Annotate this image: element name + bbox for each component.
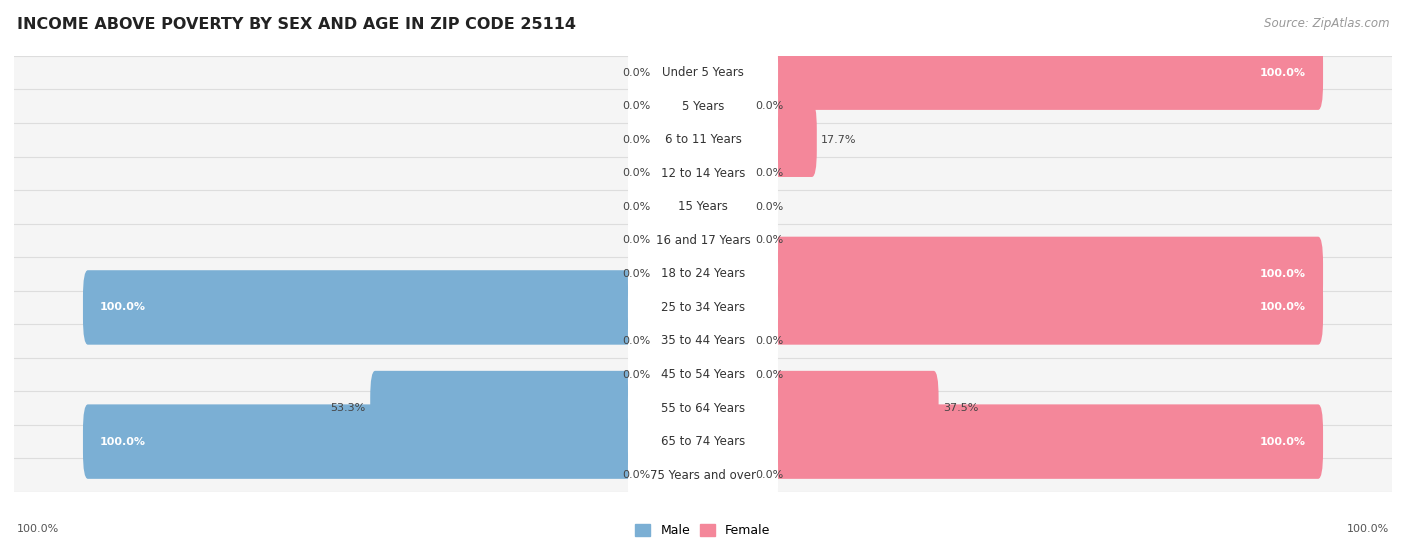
Text: 15 Years: 15 Years [678,200,728,214]
FancyBboxPatch shape [655,337,709,412]
FancyBboxPatch shape [628,158,778,256]
Text: 65 to 74 Years: 65 to 74 Years [661,435,745,448]
FancyBboxPatch shape [655,203,709,278]
FancyBboxPatch shape [14,358,1392,391]
Text: INCOME ABOVE POVERTY BY SEX AND AGE IN ZIP CODE 25114: INCOME ABOVE POVERTY BY SEX AND AGE IN Z… [17,17,576,32]
FancyBboxPatch shape [14,89,1392,123]
Text: 100.0%: 100.0% [1347,524,1389,534]
FancyBboxPatch shape [628,258,778,357]
FancyBboxPatch shape [655,304,709,378]
Text: 6 to 11 Years: 6 to 11 Years [665,133,741,146]
Text: 0.0%: 0.0% [623,168,651,178]
FancyBboxPatch shape [14,224,1392,257]
Text: 35 to 44 Years: 35 to 44 Years [661,334,745,348]
Text: 100.0%: 100.0% [100,437,146,447]
FancyBboxPatch shape [655,169,709,244]
Text: 100.0%: 100.0% [1260,269,1306,279]
Text: 0.0%: 0.0% [623,269,651,279]
Text: 0.0%: 0.0% [623,369,651,380]
Text: 0.0%: 0.0% [623,470,651,480]
FancyBboxPatch shape [628,23,778,122]
FancyBboxPatch shape [628,325,778,424]
FancyBboxPatch shape [697,69,751,144]
FancyBboxPatch shape [697,371,939,446]
Text: 55 to 64 Years: 55 to 64 Years [661,401,745,415]
Text: 12 to 14 Years: 12 to 14 Years [661,167,745,180]
FancyBboxPatch shape [697,404,1323,479]
Legend: Male, Female: Male, Female [630,519,776,542]
FancyBboxPatch shape [655,136,709,211]
Text: 16 and 17 Years: 16 and 17 Years [655,234,751,247]
FancyBboxPatch shape [697,270,1323,345]
Text: 0.0%: 0.0% [755,202,783,212]
Text: 100.0%: 100.0% [17,524,59,534]
Text: 0.0%: 0.0% [755,369,783,380]
Text: 75 Years and over: 75 Years and over [650,468,756,482]
FancyBboxPatch shape [628,426,778,524]
FancyBboxPatch shape [14,190,1392,224]
Text: Under 5 Years: Under 5 Years [662,66,744,79]
Text: 0.0%: 0.0% [623,135,651,145]
FancyBboxPatch shape [628,292,778,390]
FancyBboxPatch shape [14,458,1392,492]
Text: 0.0%: 0.0% [755,168,783,178]
FancyBboxPatch shape [697,203,751,278]
FancyBboxPatch shape [14,391,1392,425]
FancyBboxPatch shape [655,102,709,177]
FancyBboxPatch shape [83,270,707,345]
FancyBboxPatch shape [655,236,709,311]
Text: 0.0%: 0.0% [755,336,783,346]
Text: 0.0%: 0.0% [623,336,651,346]
FancyBboxPatch shape [14,123,1392,157]
Text: 0.0%: 0.0% [623,202,651,212]
FancyBboxPatch shape [697,136,751,211]
Text: 45 to 54 Years: 45 to 54 Years [661,368,745,381]
FancyBboxPatch shape [697,169,751,244]
FancyBboxPatch shape [655,438,709,513]
FancyBboxPatch shape [628,392,778,491]
FancyBboxPatch shape [697,337,751,412]
Text: 0.0%: 0.0% [623,68,651,78]
Text: 0.0%: 0.0% [623,101,651,111]
Text: Source: ZipAtlas.com: Source: ZipAtlas.com [1264,17,1389,30]
FancyBboxPatch shape [370,371,709,446]
Text: 0.0%: 0.0% [755,235,783,245]
FancyBboxPatch shape [697,438,751,513]
Text: 53.3%: 53.3% [330,403,366,413]
FancyBboxPatch shape [655,69,709,144]
FancyBboxPatch shape [83,404,707,479]
Text: 37.5%: 37.5% [943,403,979,413]
Text: 5 Years: 5 Years [682,100,724,113]
Text: 0.0%: 0.0% [755,470,783,480]
FancyBboxPatch shape [628,225,778,323]
Text: 0.0%: 0.0% [755,101,783,111]
FancyBboxPatch shape [628,91,778,189]
FancyBboxPatch shape [628,359,778,457]
FancyBboxPatch shape [655,35,709,110]
Text: 100.0%: 100.0% [1260,437,1306,447]
FancyBboxPatch shape [14,257,1392,291]
FancyBboxPatch shape [14,56,1392,89]
Text: 0.0%: 0.0% [623,235,651,245]
FancyBboxPatch shape [697,304,751,378]
Text: 100.0%: 100.0% [1260,68,1306,78]
Text: 100.0%: 100.0% [100,302,146,312]
FancyBboxPatch shape [14,425,1392,458]
FancyBboxPatch shape [14,157,1392,190]
FancyBboxPatch shape [697,102,817,177]
FancyBboxPatch shape [697,236,1323,311]
Text: 100.0%: 100.0% [1260,302,1306,312]
FancyBboxPatch shape [628,191,778,290]
FancyBboxPatch shape [14,291,1392,324]
FancyBboxPatch shape [14,324,1392,358]
Text: 17.7%: 17.7% [821,135,856,145]
Text: 25 to 34 Years: 25 to 34 Years [661,301,745,314]
FancyBboxPatch shape [697,35,1323,110]
Text: 18 to 24 Years: 18 to 24 Years [661,267,745,281]
FancyBboxPatch shape [628,57,778,155]
FancyBboxPatch shape [628,124,778,222]
